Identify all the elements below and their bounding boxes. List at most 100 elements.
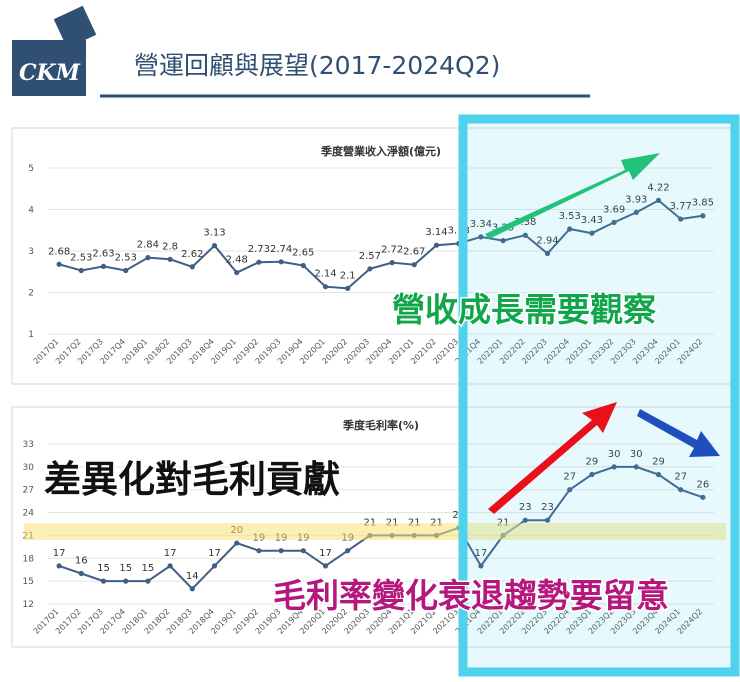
data-point xyxy=(589,471,595,478)
data-point xyxy=(389,260,395,266)
data-label: 3.77 xyxy=(670,201,692,212)
data-point xyxy=(78,570,84,577)
data-point xyxy=(189,586,195,592)
y-tick-label: 12 xyxy=(23,600,34,610)
y-tick-label: 18 xyxy=(23,554,35,564)
data-point xyxy=(256,259,262,265)
y-tick-label: 5 xyxy=(28,164,34,174)
data-point xyxy=(189,264,195,270)
data-label: 29 xyxy=(652,456,665,467)
data-label: 27 xyxy=(674,472,687,483)
data-label: 2.14 xyxy=(314,269,336,280)
data-label: 21 xyxy=(386,517,399,528)
y-tick-label: 15 xyxy=(23,577,34,587)
data-label: 30 xyxy=(608,449,621,460)
data-label: 2.63 xyxy=(92,248,114,259)
data-label: 3.43 xyxy=(581,215,603,226)
data-point xyxy=(278,548,284,554)
data-point xyxy=(544,517,551,523)
data-label: 2.68 xyxy=(48,246,70,257)
y-tick-label: 4 xyxy=(28,206,34,216)
revenue-note: 營收成長需要觀察 xyxy=(391,289,658,331)
y-tick-label: 2 xyxy=(28,289,34,299)
data-label: 15 xyxy=(97,563,110,574)
data-label: 2.67 xyxy=(403,247,425,258)
data-point xyxy=(211,563,218,569)
data-point xyxy=(633,464,639,470)
data-label: 15 xyxy=(142,563,155,574)
data-label: 2.73 xyxy=(248,244,270,255)
data-label: 3.85 xyxy=(692,198,714,209)
data-point xyxy=(655,471,662,478)
data-point xyxy=(100,263,107,269)
data-label: 2.94 xyxy=(536,235,558,246)
y-tick-label: 33 xyxy=(23,440,34,450)
data-label: 3.93 xyxy=(625,194,647,205)
margin-contribution-note: 差異化對毛利貢獻 xyxy=(43,457,342,503)
margin-trend-note: 毛利率變化衰退趨勢要留意 xyxy=(272,575,671,617)
data-label: 4.22 xyxy=(647,182,669,193)
y-tick-label: 3 xyxy=(28,247,34,257)
data-point xyxy=(56,563,62,569)
data-point xyxy=(411,262,417,268)
data-point xyxy=(100,578,107,584)
revenue-chart-panel xyxy=(11,127,737,385)
data-point xyxy=(589,230,595,236)
data-label: 3.69 xyxy=(603,204,625,215)
y-tick-label: 1 xyxy=(28,330,34,340)
data-point xyxy=(167,563,173,569)
data-point xyxy=(78,267,84,274)
data-label: 3.14 xyxy=(425,227,447,238)
chart-title: 季度營業收入淨額(億元) xyxy=(320,144,441,158)
data-point xyxy=(611,219,617,225)
data-point xyxy=(544,250,551,257)
logo-text: CKM xyxy=(19,60,80,86)
data-point xyxy=(678,216,684,222)
data-label: 23 xyxy=(519,502,532,513)
data-point xyxy=(700,494,706,500)
data-label: 3.13 xyxy=(203,228,225,239)
data-point xyxy=(56,261,62,267)
blue-down-arrow xyxy=(637,409,720,457)
data-label: 2.8 xyxy=(162,241,178,252)
header-band xyxy=(0,0,740,120)
data-point xyxy=(367,266,373,272)
red-up-arrow xyxy=(488,402,617,514)
data-label: 21 xyxy=(364,517,377,528)
data-point xyxy=(256,548,262,554)
data-label: 17 xyxy=(319,548,332,559)
highlight-band xyxy=(24,523,726,540)
data-label: 27 xyxy=(563,472,576,483)
series-line xyxy=(58,199,704,290)
chart-title: 季度毛利率(%) xyxy=(342,418,419,432)
data-label: 30 xyxy=(630,449,643,460)
data-point xyxy=(300,262,306,269)
data-point xyxy=(167,256,173,262)
data-point xyxy=(322,284,329,290)
data-label: 2.53 xyxy=(70,253,92,264)
data-point xyxy=(522,232,528,238)
data-label: 3.38 xyxy=(514,217,536,228)
data-label: 26 xyxy=(697,479,710,490)
data-point xyxy=(300,548,306,554)
data-label: 17 xyxy=(53,548,66,559)
page-title: 營運回顧與展望(2017-2024Q2) xyxy=(134,51,501,80)
y-tick-label: 30 xyxy=(23,463,35,473)
data-label: 21 xyxy=(408,517,421,528)
data-label: 23 xyxy=(541,502,554,513)
data-point xyxy=(500,238,506,244)
green-up-arrow xyxy=(485,153,660,239)
data-label: 16 xyxy=(75,556,88,567)
data-point xyxy=(145,255,151,261)
data-label: 2.72 xyxy=(381,245,403,256)
data-label: 17 xyxy=(164,548,177,559)
data-point xyxy=(478,234,484,240)
data-label: 17 xyxy=(208,548,221,559)
data-point xyxy=(478,563,484,569)
data-label: 2.57 xyxy=(359,251,381,262)
data-point xyxy=(567,226,573,232)
logo-block xyxy=(12,40,86,96)
data-label: 21 xyxy=(497,517,510,528)
